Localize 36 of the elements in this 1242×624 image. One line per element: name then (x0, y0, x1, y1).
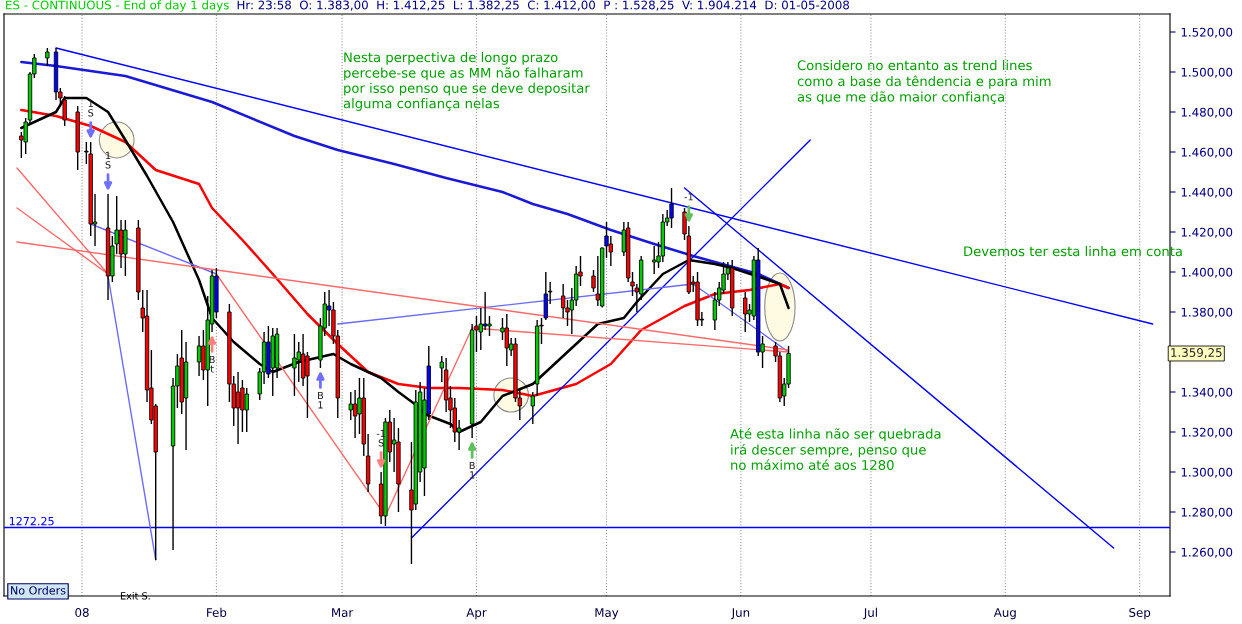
annotation: Exit S. (120, 592, 150, 600)
y-tick-label: 1.500,00 (1181, 67, 1233, 78)
x-tick-label: Jul (863, 607, 877, 620)
annotation: -1 (684, 193, 693, 201)
y-tick-label: 1.420,00 (1181, 227, 1233, 238)
x-tick-label: Sep (1129, 608, 1151, 620)
y-tick-label: 1.440,00 (1181, 187, 1233, 198)
y-tick-label: 1.520,00 (1181, 27, 1233, 38)
annotation: No Orders (11, 586, 66, 595)
annotation: B 1 (318, 391, 324, 409)
chart-subtitle: Hr: 23:58 O: 1.383,00 H: 1.412,25 L: 1.382,25 C: 1.412,00 P : 1.528,25 V: 1.904.214 D: 01-05-2008 (237, 0, 850, 11)
y-tick-label: 1.460,00 (1181, 147, 1233, 158)
y-tick-label: 1.280,00 (1181, 507, 1233, 518)
annotation: 1 S (88, 99, 94, 117)
annotation: B 1 (469, 461, 475, 479)
x-tick-label: May (595, 608, 619, 620)
y-tick-label: 1.400,00 (1181, 267, 1233, 278)
x-tick-label: Mar (332, 608, 354, 617)
annotation: Até esta linha não ser quebrada irá descer sempre, penso que no máximo até aos 1280 (730, 428, 941, 470)
annotation: 1 S (105, 151, 111, 169)
y-tick-label: 1.380,00 (1181, 307, 1233, 318)
y-tick-label: 1.320,00 (1181, 427, 1233, 438)
y-tick-label: 1.340,00 (1181, 387, 1233, 398)
y-tick-label: 1.300,00 (1181, 467, 1233, 478)
annotation: Nesta perpectiva de longo prazo percebe-se que as MM não falharam por isso penso que se deve depositar alguma confiança nelas (343, 52, 590, 111)
x-tick-label: Jun (731, 608, 750, 620)
x-tick-label: 08 (75, 608, 89, 617)
x-tick-label: Feb (207, 607, 227, 617)
text: 1.359,25 (1171, 348, 1222, 359)
annotation: Considero no entanto as trend lines como a base da têndencia e para mim as que me dão maior confiança (797, 60, 1051, 105)
y-tick-label: 1.260,00 (1181, 547, 1233, 558)
chart-title: ES - CONTINUOUS - End of day 1 days (6, 0, 229, 12)
x-tick-label: Apr (466, 608, 487, 620)
x-tick-label: Aug (993, 608, 1016, 620)
y-tick-label: 1.480,00 (1181, 107, 1233, 118)
ref-line-label: 1272.25 (9, 516, 54, 526)
